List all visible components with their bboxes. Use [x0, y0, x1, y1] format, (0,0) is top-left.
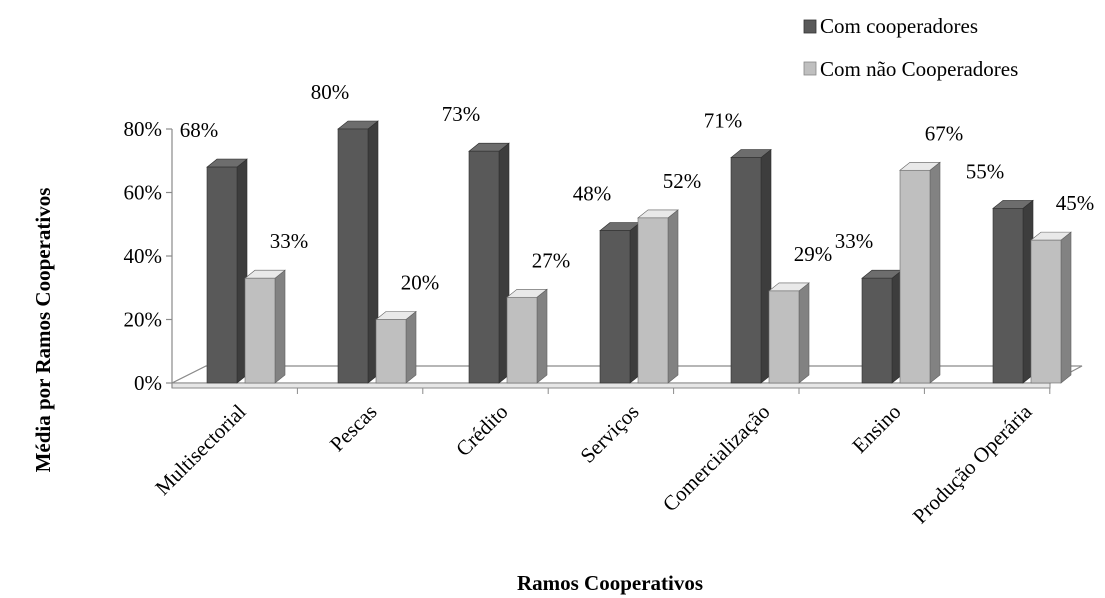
bar-1-Comercialização	[730, 148, 772, 384]
bar-2-Ensino-front	[899, 169, 931, 384]
bar-1-Comercialização-front	[730, 157, 762, 384]
bar-1-Serviços-front	[599, 230, 631, 384]
x-category-label: Multisectorial	[150, 399, 250, 499]
bar-2-Produção Operária-side	[1060, 231, 1072, 384]
data-label: 48%	[573, 182, 612, 206]
bar-1-Ensino	[861, 269, 903, 384]
legend-swatch-series-2	[803, 61, 817, 76]
x-category-label: Comercialização	[658, 400, 775, 517]
bar-2-Comercialização-front	[768, 290, 800, 384]
y-tick-label: 80%	[124, 117, 163, 141]
legend: Com cooperadores Com não Cooperadores	[803, 14, 1018, 81]
chart-data-labels: 68%33%80%20%73%27%48%52%71%29%33%67%55%4…	[180, 80, 1095, 295]
bar-2-Multisectorial-side	[274, 269, 286, 384]
y-tick-label: 0%	[134, 371, 162, 395]
legend-swatch-series-1	[803, 19, 817, 34]
bar-1-Multisectorial-front	[206, 166, 238, 384]
data-label: 67%	[925, 121, 964, 145]
bar-2-Produção Operária-front	[1030, 239, 1062, 384]
bar-2-Crédito-side	[536, 288, 548, 384]
data-label: 73%	[442, 102, 481, 126]
data-label: 33%	[270, 229, 309, 253]
bar-1-Pescas-front	[337, 128, 369, 384]
x-category-label: Crédito	[451, 400, 513, 462]
chart-bars	[206, 120, 1072, 384]
data-label: 27%	[532, 248, 571, 272]
bar-2-Crédito-front	[506, 296, 538, 384]
x-axis-title: Ramos Cooperativos	[517, 571, 703, 595]
bar-2-Pescas	[375, 310, 417, 384]
y-axis-title: Média por Ramos Cooperativos	[31, 188, 55, 473]
data-label: 68%	[180, 118, 219, 142]
legend-label-series-1: Com cooperadores	[820, 14, 978, 38]
bar-2-Pescas-side	[405, 310, 417, 384]
data-label: 29%	[794, 242, 833, 266]
bar-1-Serviços	[599, 221, 641, 384]
bar-1-Crédito	[468, 142, 510, 384]
legend-item-series-2: Com não Cooperadores	[803, 57, 1018, 81]
x-category-label: Pescas	[325, 400, 382, 457]
bar-2-Multisectorial	[244, 269, 286, 384]
data-label: 71%	[704, 109, 743, 133]
bar-1-Crédito-front	[468, 150, 500, 384]
bar-1-Multisectorial	[206, 158, 248, 384]
bar-1-Ensino-front	[861, 277, 893, 384]
x-category-label: Serviços	[575, 400, 643, 468]
bar-1-Pescas	[337, 120, 379, 384]
data-label: 55%	[966, 159, 1005, 183]
bar-2-Comercialização-side	[798, 282, 810, 384]
bar-2-Serviços-front	[637, 217, 669, 384]
floor-front	[171, 382, 1051, 389]
data-label: 52%	[663, 169, 702, 193]
bar-2-Ensino	[899, 161, 941, 384]
bar-2-Multisectorial-front	[244, 277, 276, 384]
x-category-label: Ensino	[847, 400, 905, 458]
y-tick-label: 60%	[124, 181, 163, 205]
bar-2-Serviços	[637, 209, 679, 384]
bar-2-Pescas-front	[375, 319, 407, 384]
bar-2-Produção Operária	[1030, 231, 1072, 384]
data-label: 20%	[401, 271, 440, 295]
bar-2-Ensino-side	[929, 161, 941, 384]
y-tick-label: 40%	[124, 244, 163, 268]
y-tick-label: 20%	[124, 308, 163, 332]
bar-2-Serviços-side	[667, 209, 679, 384]
bar-2-Comercialização	[768, 282, 810, 384]
data-label: 80%	[311, 80, 350, 104]
legend-label-series-2: Com não Cooperadores	[820, 57, 1018, 81]
data-label: 45%	[1056, 191, 1095, 215]
bar-1-Produção Operária	[992, 199, 1034, 384]
legend-item-series-1: Com cooperadores	[803, 14, 978, 38]
data-label: 33%	[835, 229, 874, 253]
bar-2-Crédito	[506, 288, 548, 384]
x-category-label: Produção Operária	[908, 399, 1037, 528]
bar-1-Produção Operária-front	[992, 208, 1024, 384]
